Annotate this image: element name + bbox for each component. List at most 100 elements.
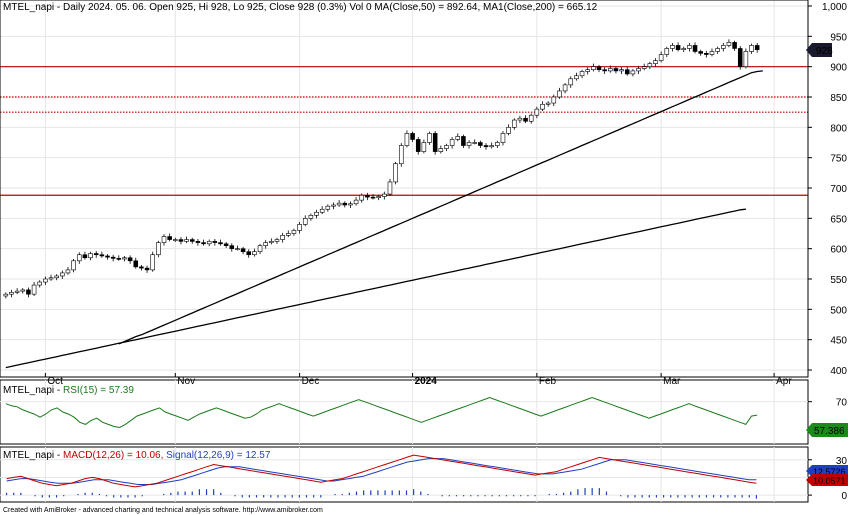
candle: [749, 43, 754, 54]
candle: [670, 43, 675, 52]
candle-body: [195, 241, 201, 243]
candle-body: [664, 48, 670, 55]
candle: [647, 61, 653, 70]
candle: [692, 42, 698, 54]
candle: [398, 143, 404, 167]
candle-body: [314, 211, 319, 216]
candle-body: [687, 45, 692, 49]
candle: [365, 192, 370, 201]
price-x-axis: OctNovDec2024FebMarAprMay: [44, 373, 792, 387]
candle-body: [647, 63, 653, 67]
candle-body: [156, 242, 161, 256]
candle-body: [557, 90, 562, 98]
candle-body: [246, 251, 252, 256]
candle: [82, 251, 88, 260]
candle-body: [506, 127, 511, 134]
candle: [574, 72, 579, 81]
candle: [229, 243, 235, 252]
candle: [314, 209, 319, 219]
candle: [161, 234, 167, 246]
candle: [410, 131, 415, 142]
candle: [325, 204, 331, 212]
candle-body: [105, 255, 110, 258]
price-ytick-label: 850: [830, 93, 847, 104]
candle-body: [596, 66, 602, 70]
candle: [427, 131, 432, 145]
candle-body: [342, 202, 348, 206]
candle-body: [291, 230, 297, 234]
candle: [743, 48, 749, 69]
candle-body: [551, 96, 557, 104]
candle-body: [630, 70, 636, 75]
candle: [754, 43, 760, 53]
candle-body: [218, 242, 223, 245]
candle: [511, 118, 517, 130]
candle-body: [670, 45, 675, 49]
candle: [472, 139, 477, 145]
macd-path: [6, 454, 757, 488]
candle: [43, 276, 48, 286]
candle: [331, 202, 336, 210]
candle-body: [365, 194, 370, 198]
candle-body: [579, 71, 585, 77]
candle-body: [709, 51, 715, 55]
price-candles: [3, 39, 760, 299]
candle-body: [60, 272, 65, 277]
candle: [26, 287, 31, 298]
candle: [602, 67, 607, 74]
price-ytick-label: 700: [830, 184, 847, 195]
rsi-last-badge-label: 57.386: [814, 426, 845, 437]
candle: [449, 137, 455, 149]
price-y-axis: 1,000 950 900 850 800 750 700 650 600 550 500 450 40…: [808, 2, 847, 377]
candle: [489, 142, 494, 149]
candle: [189, 237, 195, 244]
candle: [156, 240, 161, 258]
candle: [48, 274, 54, 281]
candle-body: [495, 142, 500, 146]
candle-body: [167, 236, 172, 240]
candle: [178, 237, 184, 245]
candle-body: [404, 133, 410, 146]
price-ytick-label: 600: [830, 245, 847, 256]
candle: [291, 228, 297, 236]
candle-body: [201, 242, 206, 245]
candle: [658, 51, 664, 63]
candle: [737, 46, 743, 70]
candle: [421, 139, 427, 154]
candle-body: [574, 75, 579, 80]
price-ytick-label: 450: [830, 336, 847, 347]
price-ytick-label: 900: [830, 63, 847, 74]
candle-body: [359, 194, 365, 201]
candle-body: [489, 145, 494, 148]
candle-body: [173, 239, 178, 241]
candle: [608, 65, 613, 73]
candle: [257, 243, 263, 255]
candle-body: [43, 278, 48, 283]
candle: [704, 50, 709, 58]
candle-body: [252, 251, 257, 256]
candle-body: [280, 235, 285, 240]
candle: [173, 237, 178, 242]
candle: [14, 288, 20, 295]
candle: [591, 63, 596, 72]
candle: [195, 238, 201, 246]
macd-lines: [6, 454, 757, 488]
candle: [127, 255, 133, 264]
candle-body: [653, 60, 658, 64]
candle-body: [698, 51, 703, 54]
candle: [568, 76, 574, 88]
candle: [619, 67, 624, 74]
candle: [709, 48, 715, 57]
candle: [76, 252, 82, 264]
candle-body: [48, 277, 54, 280]
candle-body: [500, 133, 506, 143]
candle: [483, 143, 489, 150]
price-ytick-label: 400: [830, 366, 847, 377]
candle: [280, 232, 285, 243]
candle: [65, 266, 71, 275]
candle: [461, 134, 466, 148]
candle: [110, 254, 116, 262]
candle-body: [455, 136, 461, 140]
candle-body: [9, 292, 14, 295]
candle-body: [743, 51, 749, 67]
